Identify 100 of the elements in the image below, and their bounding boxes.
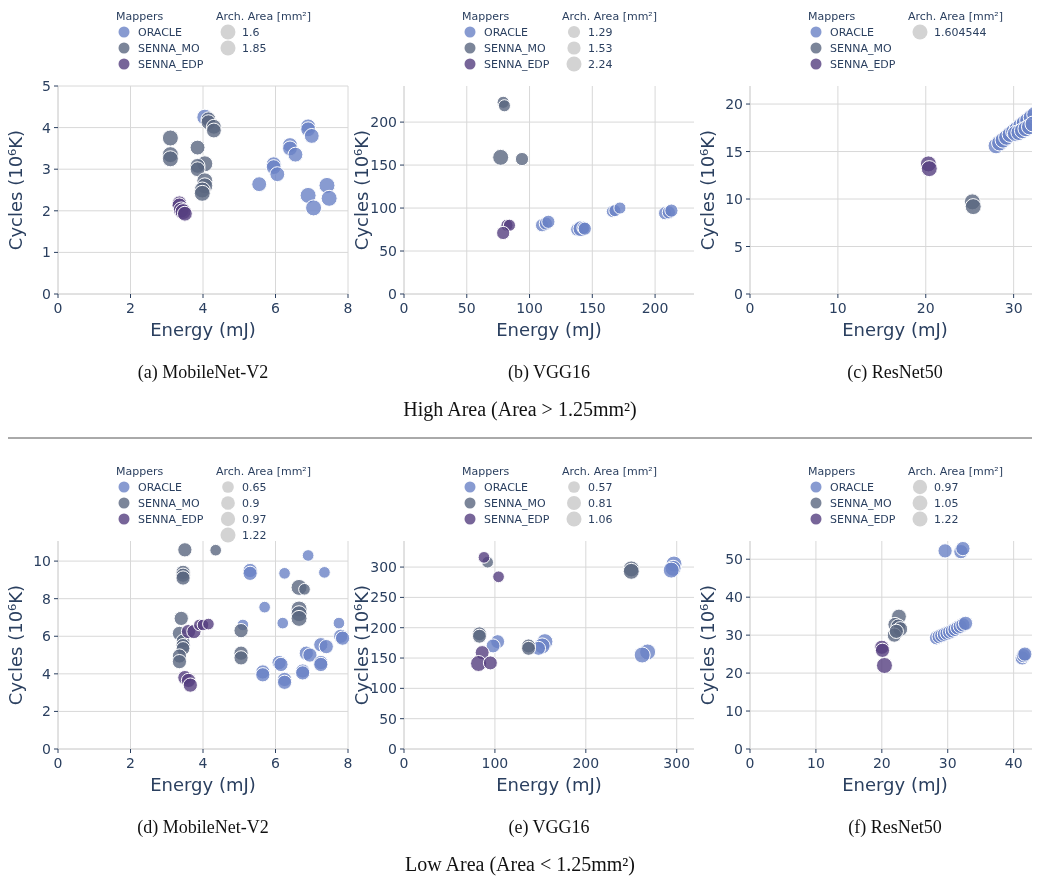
text: Arch. Area [mm²]: [908, 10, 1004, 23]
y-tick-label: 2: [42, 703, 51, 720]
y-tick-label: 1: [42, 244, 51, 261]
y-tick-label: 5: [734, 238, 743, 255]
y-tick-label: 50: [725, 551, 743, 568]
x-axis-title: Energy (mJ): [496, 319, 602, 340]
legend-label: 2.24: [588, 58, 613, 71]
x-axis-title: Energy (mJ): [150, 774, 256, 795]
y-tick-label: 15: [725, 143, 743, 160]
legend-label: ORACLE: [484, 481, 528, 494]
legend-label: SENNA_EDP: [830, 513, 896, 526]
legend-title: Mappers: [462, 465, 510, 478]
x-tick-label: 100: [481, 755, 509, 771]
text: Arch. Area [mm²]: [908, 465, 1004, 478]
y-tick-label: 0: [42, 286, 51, 302]
text: (a) MobileNet-V2: [137, 362, 269, 383]
x-tick-label: 0: [399, 755, 409, 771]
y-tick-label: 20: [725, 96, 743, 113]
y-tick-label: 50: [379, 710, 397, 727]
legend-label: 1.604544: [934, 26, 987, 39]
x-axis-title: Energy (mJ): [150, 319, 256, 340]
legend-label: SENNA_EDP: [830, 58, 896, 71]
x-tick-label: 0: [53, 300, 63, 316]
y-tick-label: 0: [42, 741, 51, 757]
x-tick-label: 2: [126, 300, 135, 316]
x-tick-label: 0: [745, 755, 755, 771]
x-tick-label: 8: [343, 300, 353, 316]
legend-label: 0.97: [934, 481, 959, 494]
y-tick-label: 150: [370, 650, 397, 667]
y-axis-title: Cycles (10⁶K): [351, 129, 372, 251]
legend-label: ORACLE: [830, 26, 874, 39]
y-tick-label: 200: [370, 619, 397, 636]
y-tick-label: 100: [370, 680, 397, 697]
legend-label: ORACLE: [138, 481, 182, 494]
y-tick-label: 4: [42, 119, 52, 136]
y-tick-label: 50: [379, 243, 397, 260]
legend-label: 1.29: [588, 26, 613, 39]
x-tick-label: 0: [53, 755, 63, 771]
y-axis-title: Cycles (10⁶K): [697, 129, 718, 251]
legend-label: SENNA_EDP: [138, 513, 204, 526]
y-tick-label: 2: [42, 202, 51, 219]
legend-label: SENNA_EDP: [138, 58, 204, 71]
legend-title: Mappers: [808, 10, 856, 23]
legend-label: 0.57: [588, 481, 613, 494]
x-tick-label: 20: [916, 300, 935, 316]
legend-label: ORACLE: [138, 26, 182, 39]
x-tick-label: 200: [572, 755, 600, 771]
x-tick-label: 8: [343, 755, 353, 771]
text: Low Area (Area < 1.25mm²): [405, 853, 635, 876]
x-tick-label: 6: [271, 755, 281, 771]
text: Arch. Area [mm²]: [562, 10, 658, 23]
legend-title: Mappers: [808, 465, 856, 478]
legend-label: 0.81: [588, 497, 613, 510]
y-tick-label: 100: [370, 200, 397, 217]
legend-label: ORACLE: [484, 26, 528, 39]
legend-label: 0.97: [242, 513, 267, 526]
x-tick-label: 150: [578, 300, 606, 316]
y-tick-label: 300: [370, 559, 397, 576]
x-tick-label: 20: [872, 755, 891, 771]
legend-title: Mappers: [116, 465, 164, 478]
legend-label: SENNA_MO: [484, 497, 546, 510]
y-tick-label: 10: [725, 703, 743, 720]
y-axis-title: Cycles (10⁶K): [5, 129, 26, 251]
legend-label: 1.06: [588, 513, 613, 526]
text: (c) ResNet50: [847, 362, 943, 383]
x-tick-label: 40: [1004, 755, 1023, 771]
legend-label: SENNA_MO: [830, 42, 892, 55]
y-axis-title: Cycles (10⁶K): [697, 584, 718, 706]
legend-label: SENNA_MO: [138, 497, 200, 510]
legend-label: ORACLE: [830, 481, 874, 494]
y-tick-label: 3: [42, 161, 51, 178]
y-tick-label: 250: [370, 589, 397, 606]
x-tick-label: 10: [828, 300, 847, 316]
x-tick-label: 10: [807, 755, 825, 771]
text: Arch. Area [mm²]: [216, 10, 312, 23]
y-tick-label: 0: [388, 741, 397, 757]
x-tick-label: 6: [271, 300, 281, 316]
legend-label: 1.85: [242, 42, 267, 55]
y-tick-label: 0: [388, 286, 397, 302]
x-tick-label: 300: [663, 755, 691, 771]
legend-label: 0.9: [242, 497, 260, 510]
x-tick-label: 0: [399, 300, 409, 316]
legend-title: Mappers: [116, 10, 164, 23]
y-tick-label: 10: [33, 553, 51, 570]
x-axis-title: Energy (mJ): [842, 774, 948, 795]
legend-label: 0.65: [242, 481, 267, 494]
x-tick-label: 50: [457, 300, 476, 316]
text: Arch. Area [mm²]: [562, 465, 658, 478]
x-tick-label: 0: [745, 300, 755, 316]
y-tick-label: 8: [42, 590, 51, 607]
y-axis-title: Cycles (10⁶K): [351, 584, 372, 706]
x-tick-label: 100: [516, 300, 543, 316]
legend-label: 1.05: [934, 497, 959, 510]
y-tick-label: 10: [725, 191, 743, 208]
y-tick-label: 20: [725, 665, 743, 682]
y-tick-label: 30: [725, 627, 743, 644]
y-tick-label: 200: [370, 114, 397, 131]
x-tick-label: 4: [198, 755, 208, 771]
x-tick-label: 30: [1004, 300, 1023, 316]
text: Arch. Area [mm²]: [216, 465, 312, 478]
